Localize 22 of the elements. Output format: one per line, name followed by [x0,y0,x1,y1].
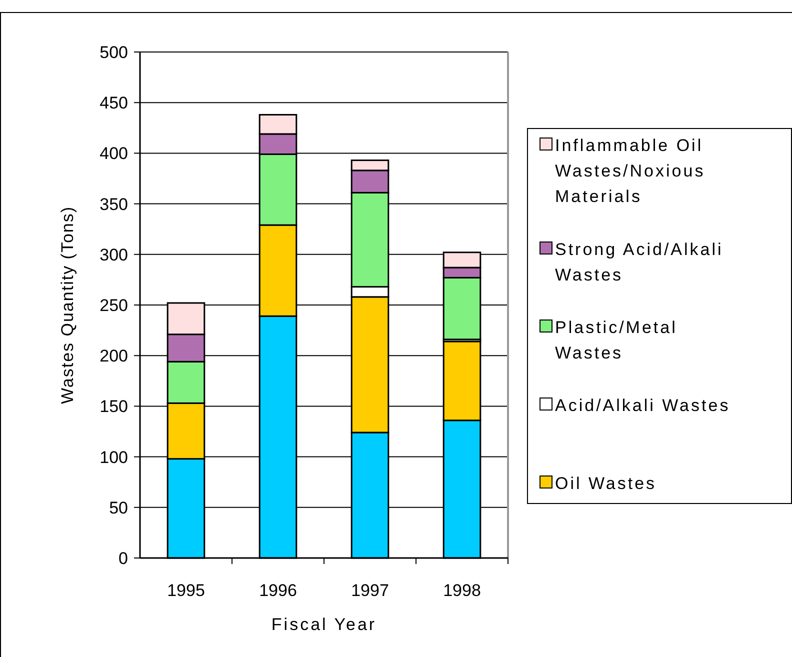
y-axis-title: Wastes Quantity (Tons) [58,206,77,404]
y-tick-label: 400 [100,144,128,164]
x-tick-label: 1997 [351,581,389,600]
x-tick-label: 1995 [167,581,205,600]
x-tick-label: 1996 [259,581,297,600]
y-tick-label: 500 [100,42,128,62]
legend-label: Strong Acid/Alkali Wastes [555,240,724,284]
y-tick-label: 0 [118,548,128,568]
y-tick-label: 150 [100,397,128,416]
legend-label: Plastic/Metal Wastes [555,318,678,362]
y-tick-label: 50 [109,498,128,518]
y-tick-label: 250 [100,296,128,315]
y-tick-label: 100 [100,448,128,467]
legend-label: Acid/Alkali Wastes [555,396,730,415]
y-tick-label: 350 [100,194,128,214]
y-tick-label: 200 [100,346,128,366]
x-tick-label: 1998 [443,581,481,600]
x-axis-title: Fiscal Year [271,615,377,634]
legend-label: Inflammable Oil Wastes/Noxious Materials [555,136,706,206]
y-tick-label: 300 [100,245,128,264]
y-tick-label: 450 [100,94,128,113]
legend-label: Oil Wastes [555,474,657,493]
